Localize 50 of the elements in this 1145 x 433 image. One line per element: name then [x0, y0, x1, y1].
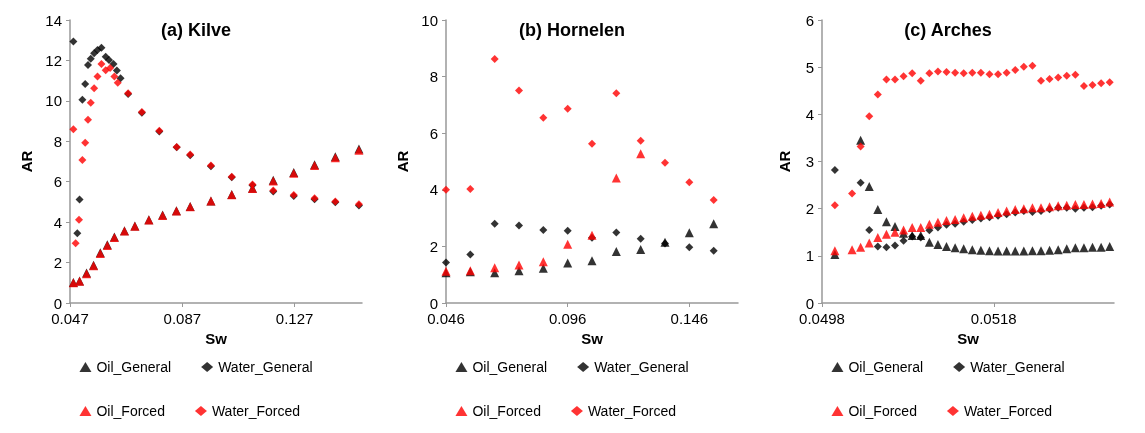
- y-tick-label: 8: [53, 132, 62, 150]
- legend-label: Oil_General: [96, 359, 172, 375]
- y-tick-label: 10: [45, 92, 62, 110]
- x-tick-label: 0.046: [427, 310, 465, 327]
- legend-label: Oil_Forced: [96, 403, 165, 419]
- legend-label: Water_General: [594, 359, 689, 375]
- chart-title: (b) Hornelen: [519, 20, 625, 40]
- legend-label: Oil_General: [848, 359, 924, 375]
- y-tick-label: 0: [429, 294, 438, 312]
- legend-label: Water_Forced: [587, 403, 677, 419]
- y-tick-label: 4: [53, 213, 62, 231]
- y-tick-label: 5: [805, 58, 814, 76]
- legend-label: Oil_Forced: [848, 403, 917, 419]
- y-axis-title: AR: [394, 150, 412, 173]
- x-tick-label: 0.0498: [799, 310, 845, 327]
- legend-label: Oil_General: [472, 359, 548, 375]
- y-tick-label: 8: [429, 68, 438, 86]
- x-tick-label: 0.096: [548, 310, 587, 327]
- y-axis-title: AR: [776, 150, 793, 173]
- y-tick-label: 10: [421, 11, 438, 29]
- x-tick-label: 0.127: [275, 310, 314, 327]
- y-axis-title: AR: [18, 150, 36, 173]
- x-tick-label: 0.087: [163, 310, 202, 327]
- x-tick-label: 0.0518: [970, 310, 1017, 327]
- y-tick-label: 4: [805, 105, 814, 123]
- legend-label: Oil_Forced: [472, 403, 541, 419]
- legend-label: Water_Forced: [963, 403, 1053, 419]
- y-tick-label: 2: [429, 237, 438, 255]
- y-tick-label: 0: [53, 294, 62, 312]
- y-tick-label: 6: [53, 173, 62, 191]
- legend-label: Water_Forced: [211, 403, 301, 419]
- y-tick-label: 0: [805, 294, 814, 312]
- y-tick-label: 2: [53, 254, 62, 272]
- y-tick-label: 2: [805, 200, 814, 218]
- chart-title: (c) Arches: [904, 20, 992, 40]
- y-tick-label: 6: [805, 11, 814, 29]
- y-tick-label: 4: [429, 181, 438, 199]
- y-tick-label: 12: [45, 51, 62, 69]
- x-tick-label: 0.047: [51, 310, 89, 327]
- x-axis-title: Sw: [581, 330, 604, 347]
- legend-label: Water_General: [218, 359, 313, 375]
- y-tick-label: 14: [45, 11, 62, 29]
- x-tick-label: 0.146: [670, 310, 709, 327]
- x-axis-title: Sw: [205, 330, 228, 347]
- x-axis-title: Sw: [957, 330, 980, 347]
- y-tick-label: 3: [805, 153, 814, 170]
- legend-label: Water_General: [970, 359, 1065, 375]
- chart-title: (a) Kilve: [160, 20, 232, 40]
- y-tick-label: 6: [429, 124, 438, 142]
- y-tick-label: 1: [805, 247, 814, 265]
